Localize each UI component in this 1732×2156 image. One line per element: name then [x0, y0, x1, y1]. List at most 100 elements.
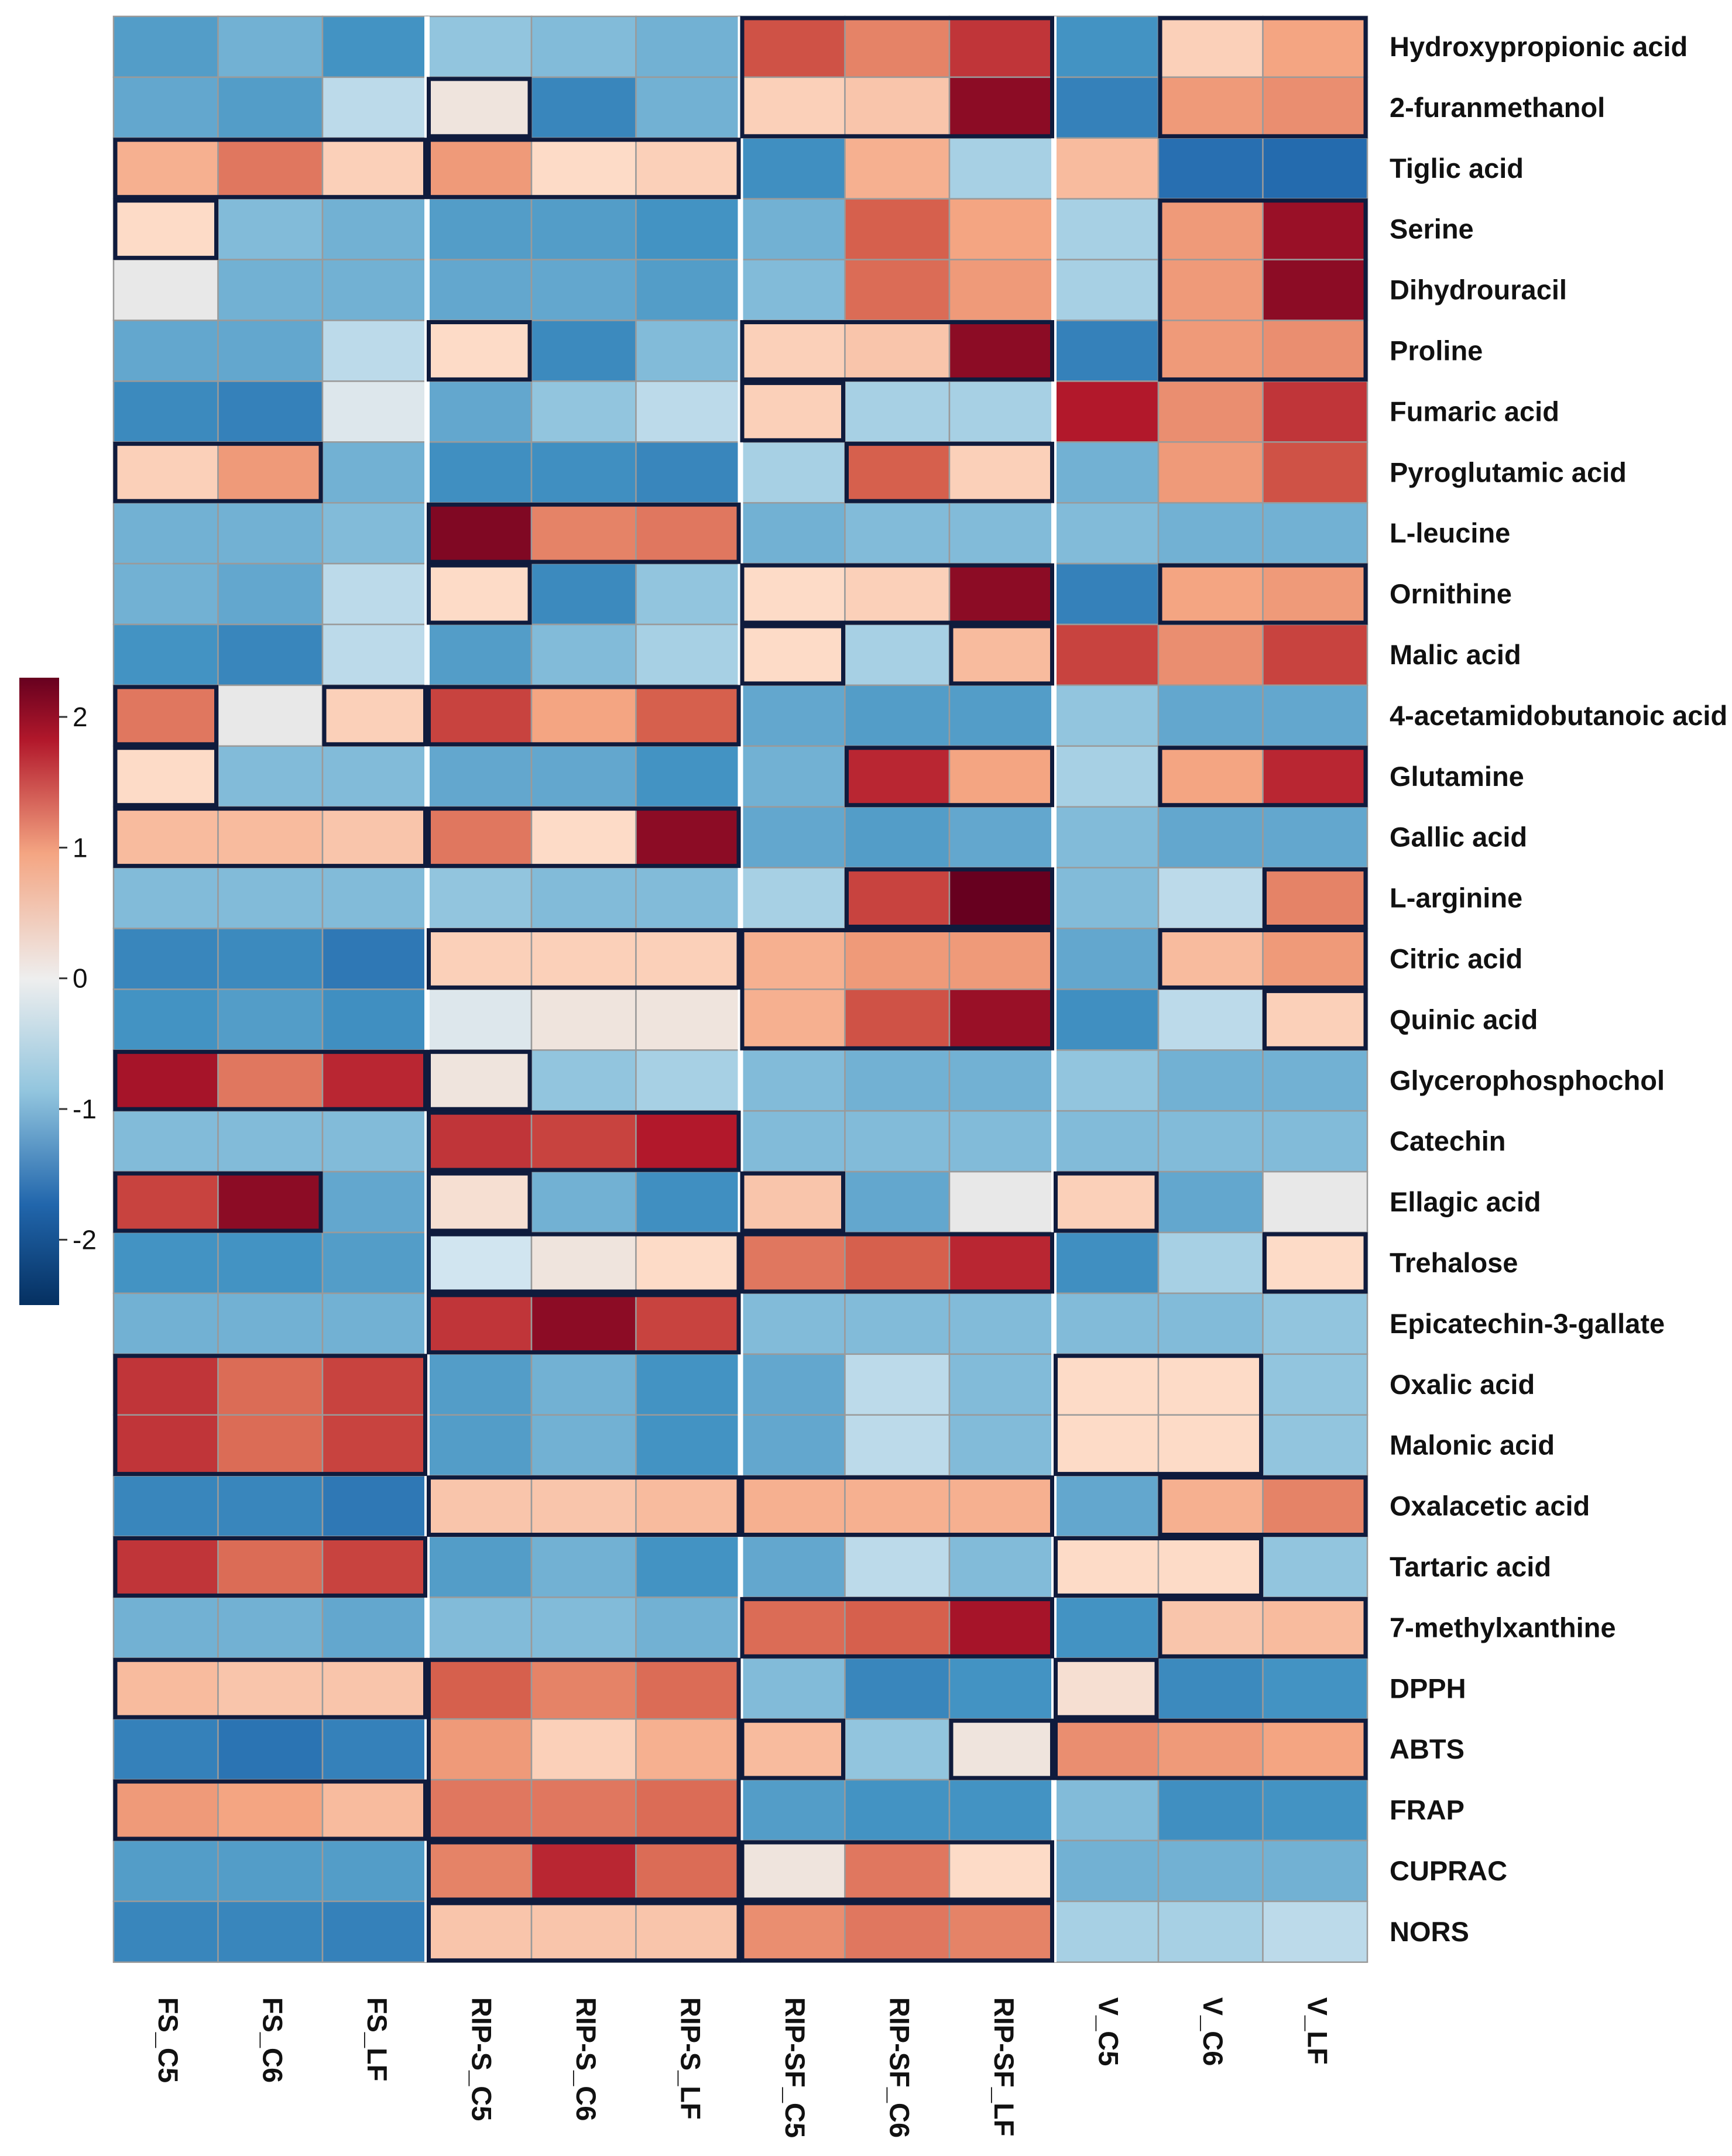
- heatmap-cell: [739, 623, 846, 686]
- heatmap-cell: [217, 1110, 324, 1173]
- heatmap-cell: [1053, 198, 1160, 260]
- heatmap-cell: [217, 1536, 324, 1598]
- highlight-box: [427, 320, 532, 382]
- highlight-box: [845, 746, 1054, 808]
- heatmap-cell: [1157, 1475, 1264, 1537]
- heatmap-cell: [1157, 380, 1264, 443]
- heatmap-cell: [948, 1414, 1055, 1477]
- column-label: RIP-SF_LF: [989, 1997, 1020, 2137]
- heatmap-cell: [948, 1353, 1055, 1416]
- heatmap-cell: [530, 928, 637, 990]
- heatmap-cell: [948, 1779, 1055, 1842]
- row-label: L-arginine: [1390, 883, 1522, 914]
- highlight-box: [113, 1657, 427, 1719]
- heatmap-cell: [844, 867, 951, 929]
- heatmap-cell: [948, 928, 1055, 990]
- row-label: Glutamine: [1390, 761, 1524, 792]
- heatmap-cell: [948, 988, 1055, 1051]
- heatmap-cell: [530, 988, 637, 1051]
- heatmap-cell: [1157, 867, 1264, 929]
- heatmap-cell: [321, 1597, 428, 1659]
- heatmap-cell: [635, 1657, 742, 1720]
- highlight-box: [740, 1840, 1054, 1902]
- heatmap-cell: [948, 1110, 1055, 1173]
- heatmap-cell: [948, 198, 1055, 260]
- heatmap-cell: [321, 502, 428, 565]
- heatmap-cell: [530, 441, 637, 504]
- row-label: ABTS: [1390, 1733, 1465, 1764]
- highlight-box: [740, 624, 845, 686]
- heatmap-cell: [948, 441, 1055, 504]
- heatmap-cell: [1053, 684, 1160, 747]
- highlight-boxes: [113, 16, 1368, 1963]
- heatmap-cell: [530, 76, 637, 139]
- heatmap-cell: [217, 1414, 324, 1477]
- heatmap-cell: [948, 1049, 1055, 1112]
- heatmap-cell: [1053, 502, 1160, 565]
- heatmap-cell: [217, 1718, 324, 1781]
- heatmap-cell: [1262, 198, 1369, 260]
- heatmap-cell: [739, 988, 846, 1051]
- heatmap-cell: [1053, 745, 1160, 808]
- heatmap-cell: [948, 15, 1055, 78]
- highlight-box: [740, 1232, 1054, 1294]
- colorbar-tick-label: 2: [73, 702, 88, 732]
- heatmap-cell: [112, 1049, 219, 1112]
- row-label: Citric acid: [1390, 943, 1522, 974]
- row-label: Proline: [1390, 335, 1483, 366]
- heatmap-cell: [426, 928, 533, 990]
- heatmap-cell: [1053, 988, 1160, 1051]
- heatmap-cell: [739, 867, 846, 929]
- heatmap-cell: [948, 1475, 1055, 1537]
- heatmap-cell: [635, 1718, 742, 1781]
- heatmap-cell: [112, 76, 219, 139]
- row-label: Hydroxypropionic acid: [1390, 31, 1688, 62]
- heatmap-cell: [530, 1597, 637, 1659]
- heatmap-cell: [739, 745, 846, 808]
- heatmap-cell: [112, 806, 219, 868]
- heatmap-cell: [321, 441, 428, 504]
- heatmap-cell: [217, 380, 324, 443]
- heatmap-cell: [321, 1353, 428, 1416]
- heatmap-cell: [948, 1900, 1055, 1963]
- heatmap-cell: [321, 1536, 428, 1598]
- heatmap-cell: [1053, 623, 1160, 686]
- heatmap-cell: [635, 1292, 742, 1355]
- heatmap-cell: [1053, 1170, 1160, 1234]
- heatmap-cell: [1053, 1657, 1160, 1720]
- heatmap-cell: [1262, 1475, 1369, 1537]
- heatmap-cell: [844, 137, 951, 200]
- heatmap-cell: [844, 1110, 951, 1173]
- heatmap-cell: [112, 198, 219, 260]
- heatmap-cell: [1262, 15, 1369, 78]
- heatmap-cell: [321, 1231, 428, 1295]
- highlight-box: [427, 77, 532, 139]
- heatmap-cell: [1157, 806, 1264, 868]
- row-label: Trehalose: [1390, 1247, 1518, 1278]
- highlight-box: [427, 502, 741, 564]
- heatmap-cell: [217, 562, 324, 626]
- highlight-box: [427, 928, 741, 990]
- heatmap-cell: [844, 1353, 951, 1416]
- heatmap-cell: [1157, 502, 1264, 565]
- heatmap-cell: [948, 806, 1055, 868]
- heatmap-cell: [426, 988, 533, 1051]
- heatmap-cell: [948, 1657, 1055, 1720]
- heatmap-cell: [844, 684, 951, 747]
- heatmap-cell: [1053, 562, 1160, 626]
- heatmap-cell: [426, 1049, 533, 1112]
- highlight-box: [740, 928, 1054, 1050]
- heatmap-cell: [426, 684, 533, 747]
- heatmap-cell: [739, 1597, 846, 1659]
- heatmap-cell: [530, 380, 637, 443]
- heatmap-cell: [739, 1414, 846, 1477]
- heatmap-cell: [1157, 320, 1264, 382]
- heatmap-cell: [530, 867, 637, 929]
- highlight-box: [427, 1840, 741, 1902]
- heatmap-cell: [321, 1414, 428, 1477]
- highlight-box: [427, 563, 532, 625]
- heatmap-cell: [739, 1475, 846, 1537]
- heatmap-cell: [739, 1839, 846, 1903]
- heatmap-cell: [321, 1839, 428, 1903]
